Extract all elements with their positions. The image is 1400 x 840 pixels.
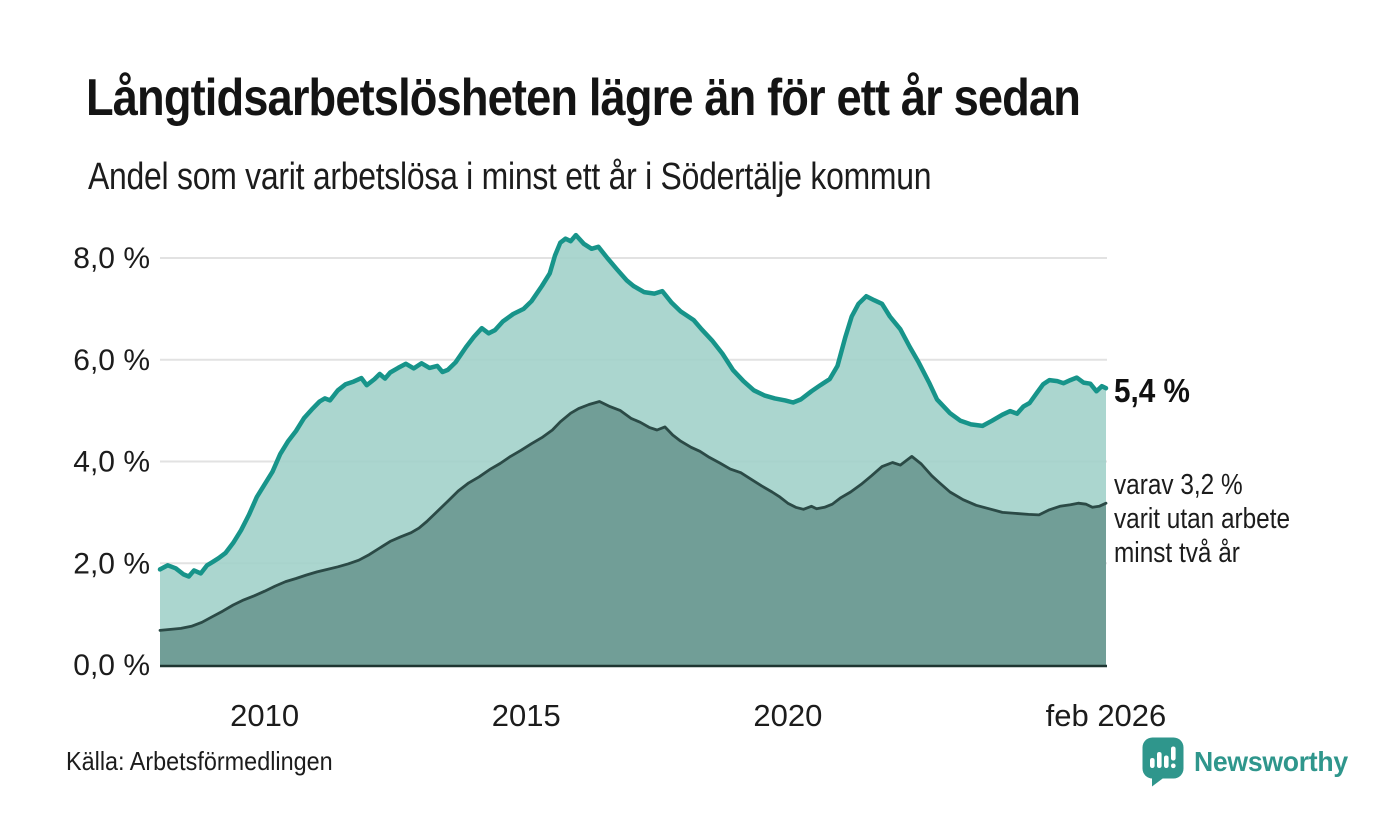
- source-attribution: Källa: Arbetsförmedlingen: [66, 746, 333, 776]
- newsworthy-logo: Newsworthy: [1141, 736, 1356, 788]
- y-tick-label: 8,0 %: [73, 242, 150, 275]
- x-tick-label: 2020: [753, 698, 822, 733]
- x-tick-label: 2010: [230, 698, 299, 733]
- page-subtitle: Andel som varit arbetslösa i minst ett å…: [88, 156, 932, 198]
- x-tick-label: feb 2026: [1046, 698, 1167, 733]
- newsworthy-bubble-chart-icon: [1142, 737, 1184, 787]
- latest-value-label: 5,4 %: [1114, 372, 1190, 409]
- y-tick-label: 6,0 %: [73, 344, 150, 377]
- two-year-note-label: varav 3,2 % varit utan arbete minst två …: [1114, 469, 1291, 569]
- series-line-0: [157, 232, 1109, 579]
- page-title: Långtidsarbetslösheten lägre än för ett …: [86, 69, 1081, 127]
- series-line-1: [158, 400, 1108, 632]
- y-tick-label: 2,0 %: [73, 547, 150, 580]
- x-tick-label: 2015: [492, 698, 561, 733]
- newsworthy-wordmark: Newsworthy: [1194, 746, 1348, 777]
- y-tick-label: 0,0 %: [73, 649, 150, 682]
- y-tick-label: 4,0 %: [73, 446, 150, 479]
- series-area-1: [160, 401, 1106, 665]
